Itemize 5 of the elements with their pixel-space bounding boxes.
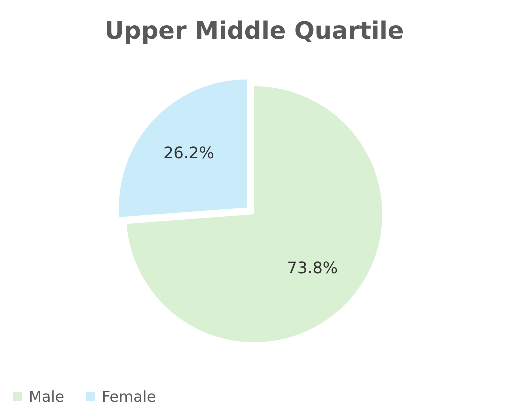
data-label: 73.8% (287, 258, 338, 278)
legend-label: Male (29, 388, 65, 406)
chart-title: Upper Middle Quartile (104, 17, 404, 45)
legend-label: Female (102, 388, 156, 406)
data-label: 26.2% (164, 144, 214, 163)
